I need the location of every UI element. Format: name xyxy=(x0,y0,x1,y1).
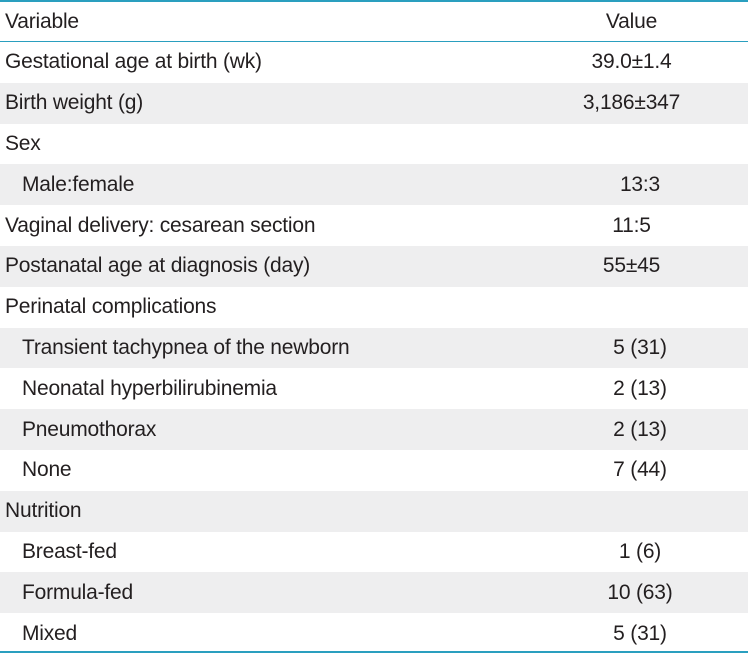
row-label: Nutrition xyxy=(5,499,82,523)
row-value: 2 (13) xyxy=(613,376,667,400)
row-label: Neonatal hyperbilirubinemia xyxy=(22,376,277,400)
row-value: 55±45 xyxy=(602,254,661,278)
header-variable: Variable xyxy=(5,9,79,33)
table-row: Male:female 13:3 xyxy=(0,164,748,206)
table-row: None 7 (44) xyxy=(0,450,748,491)
row-value: 2 (13) xyxy=(613,417,667,441)
row-label: Pneumothorax xyxy=(22,417,157,441)
table-row: Gestational age at birth (wk) 39.0±1.4 xyxy=(0,42,748,83)
row-label: Vaginal delivery: cesarean section xyxy=(5,213,316,237)
row-label: Male:female xyxy=(22,172,135,196)
row-label: Birth weight (g) xyxy=(5,91,144,115)
table-row: Vaginal delivery: cesarean section 11:5 xyxy=(0,205,748,246)
table-row: Pneumothorax 2 (13) xyxy=(0,409,748,450)
row-value: 5 (31) xyxy=(613,335,667,359)
table-row: Formula-fed 10 (63) xyxy=(0,572,748,614)
table-row: Postanatal age at diagnosis (day) 55±45 xyxy=(0,245,748,287)
row-value: 39.0±1.4 xyxy=(591,50,672,74)
row-value: 1 (6) xyxy=(618,539,662,563)
row-label: Perinatal complications xyxy=(5,295,217,319)
row-value: 3,186±347 xyxy=(582,91,681,115)
row-label: Mixed xyxy=(22,621,78,645)
row-label: Formula-fed xyxy=(22,580,134,604)
table-row: Perinatal complications xyxy=(0,287,748,328)
row-value: 7 (44) xyxy=(613,458,667,482)
table-row: Mixed 5 (31) xyxy=(0,613,748,654)
row-label: Breast-fed xyxy=(22,539,117,563)
row-label: Transient tachypnea of the newborn xyxy=(22,335,350,359)
row-value: 10 (63) xyxy=(607,580,673,604)
table-row: Sex xyxy=(0,124,748,165)
table-row: Transient tachypnea of the newborn 5 (31… xyxy=(0,327,748,369)
table-row: Neonatal hyperbilirubinemia 2 (13) xyxy=(0,368,748,409)
table-row: Breast-fed 1 (6) xyxy=(0,532,748,573)
table-row: Birth weight (g) 3,186±347 xyxy=(0,82,748,124)
row-label: Postanatal age at diagnosis (day) xyxy=(5,254,311,278)
row-label: None xyxy=(22,458,72,482)
table-header-row: Variable Value xyxy=(0,2,748,42)
row-value: 5 (31) xyxy=(613,621,667,645)
row-label: Sex xyxy=(5,131,41,155)
row-value: 13:3 xyxy=(619,172,661,196)
header-value: Value xyxy=(605,9,658,33)
table-row: Nutrition xyxy=(0,490,748,532)
row-label: Gestational age at birth (wk) xyxy=(5,50,262,74)
row-value: 11:5 xyxy=(612,213,651,237)
